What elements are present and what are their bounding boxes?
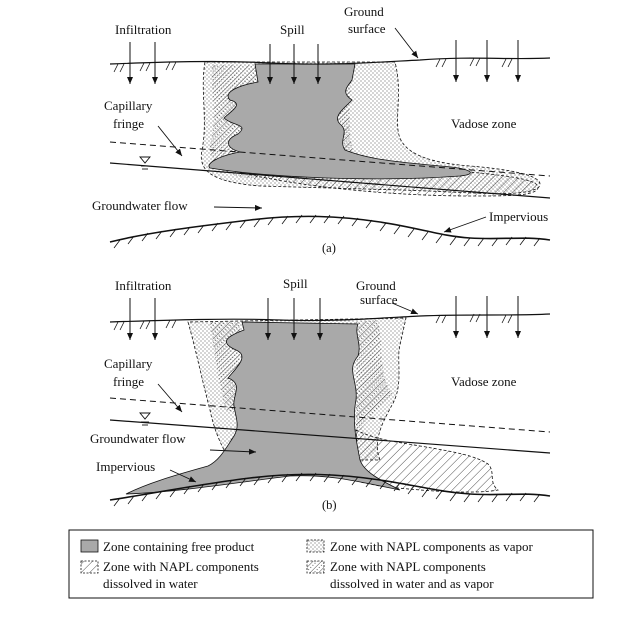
infiltration-label-a: Infiltration (115, 22, 172, 37)
grass-ticks-b (113, 313, 513, 331)
impervious-hatch-a (113, 214, 541, 249)
capillary-leader-b (157, 383, 183, 413)
flow-arrow-a (213, 204, 263, 211)
impervious-hatch-b (113, 472, 541, 507)
capillary-fringe-line-a (109, 141, 551, 177)
impervious-label-a: Impervious (489, 209, 548, 224)
ground-surface-a (109, 57, 551, 65)
capillary-label-a-1: Capillary (104, 98, 153, 113)
ground-label-a-2: surface (348, 21, 386, 36)
flow-arrow-b (209, 448, 257, 455)
free-product-a (208, 63, 471, 180)
legend: Zone containing free product Zone with N… (68, 529, 594, 599)
ground-label-a-1: Ground (344, 4, 384, 19)
infiltration-arrows-a (127, 40, 521, 84)
legend-both-2: dissolved in water and as vapor (330, 576, 494, 591)
ground-surface-b (109, 313, 551, 323)
spill-arrows-a (267, 44, 321, 84)
infiltration-arrows-b (127, 296, 521, 340)
panel-a: Infiltration Spill Ground surface Capill… (92, 4, 551, 255)
ground-label-b-2: surface (360, 292, 398, 307)
legend-dissolved-2: dissolved in water (103, 576, 198, 591)
water-table-a (109, 162, 551, 199)
legend-box (68, 529, 594, 599)
ground-leader-b (391, 302, 419, 315)
capillary-fringe-line-b (109, 397, 551, 433)
groundwater-flow-label-a: Groundwater flow (92, 198, 188, 213)
legend-vapor: Zone with NAPL components as vapor (330, 539, 533, 554)
impervious-line-b (109, 473, 551, 501)
infiltration-label-b: Infiltration (115, 278, 172, 293)
legend-swatch-both (306, 560, 325, 574)
legend-free-product: Zone containing free product (103, 539, 255, 554)
ground-leader-a (394, 27, 419, 59)
impervious-label-b: Impervious (96, 459, 155, 474)
capillary-label-a-2: fringe (113, 116, 144, 131)
vadose-label-b: Vadose zone (451, 374, 517, 389)
caption-a: (a) (322, 241, 336, 255)
spill-label-a: Spill (280, 22, 305, 37)
legend-swatch-dissolved (80, 560, 99, 574)
capillary-label-b-2: fringe (113, 374, 144, 389)
vadose-label-a: Vadose zone (451, 116, 517, 131)
legend-swatch-free-product (80, 539, 99, 553)
impervious-leader-a (443, 216, 487, 233)
groundwater-flow-label-b: Groundwater flow (90, 431, 186, 446)
spill-label-b: Spill (283, 276, 308, 291)
water-table-symbol-a (139, 156, 151, 170)
water-table-symbol-b (139, 412, 151, 426)
impervious-leader-b (169, 469, 197, 483)
dissolved-vapor-zone-b-2 (356, 320, 392, 430)
panel-b: Infiltration Spill Ground surface Capill… (90, 276, 551, 512)
capillary-leader-a (157, 125, 183, 157)
grass-ticks-a (113, 57, 513, 73)
capillary-label-b-1: Capillary (104, 356, 153, 371)
spill-arrows-b (265, 298, 323, 340)
legend-swatch-vapor (306, 539, 325, 553)
water-table-b (109, 419, 551, 454)
legend-dissolved-1: Zone with NAPL components (103, 559, 259, 574)
impervious-line-a (109, 215, 551, 243)
ground-label-b-1: Ground (356, 278, 396, 293)
legend-both-1: Zone with NAPL components (330, 559, 486, 574)
caption-b: (b) (322, 498, 337, 512)
